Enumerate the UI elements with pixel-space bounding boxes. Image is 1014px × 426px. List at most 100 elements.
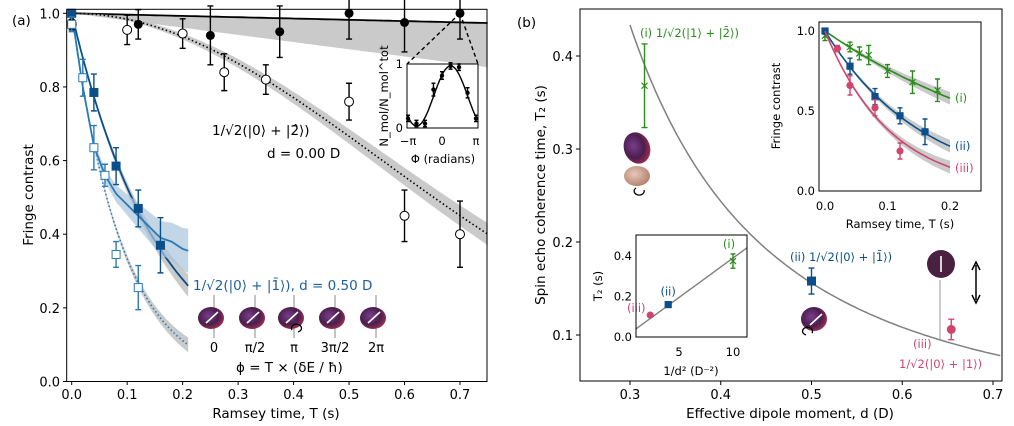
data-point-filled-circle [455, 8, 465, 18]
y-tick-label: 0.3 [552, 143, 573, 158]
molecule-icon-i-lower [624, 166, 650, 186]
inset-x-tick-label: 5 [675, 345, 682, 359]
data-point-filled-square [111, 161, 121, 171]
label-iii: (iii) [913, 337, 932, 351]
x-tick-label: 0.6 [394, 388, 415, 403]
inset-y-tick-label: 0.2 [614, 290, 632, 304]
inset-a-axes [406, 63, 479, 129]
annotation-phase-formula: ϕ = T × (δE / ħ) [236, 360, 343, 376]
inset-data-point [846, 62, 854, 70]
y-tick-label: 0.4 [39, 228, 60, 243]
x-tick-label: 0.3 [228, 388, 249, 403]
inset-point-label: (ii) [661, 285, 676, 299]
label-iii-state: 1/√2(|0⟩ + |1⟩) [899, 357, 982, 371]
inset-data-point [871, 104, 879, 112]
annotation-d0: d = 0.00 D [267, 146, 340, 162]
data-point-open-square [133, 283, 143, 293]
inset-data-point [422, 121, 428, 126]
inset-series-label: (ii) [955, 139, 970, 153]
data-point-open-square [78, 73, 88, 83]
inset-data-point [921, 128, 929, 136]
dipole-arrow-icon [326, 311, 340, 324]
data-point-filled-circle [205, 30, 215, 40]
x-tick-label: 0.7 [983, 388, 1004, 403]
data-point-open-circle [399, 210, 410, 221]
x-tick-label: 0.5 [801, 388, 822, 403]
fit-line-3 [70, 13, 189, 346]
y-tick-label: 0.4 [552, 50, 573, 65]
data-point-open-circle [122, 24, 133, 35]
inset-data-point [465, 90, 470, 96]
annotation-state-d0: 1/√2(|0⟩ + |2̂⟩) [212, 123, 310, 139]
inset-y-tick-label: 0.0 [797, 184, 815, 198]
zoom-connector [406, 12, 479, 65]
data-point-open-circle [344, 96, 355, 107]
x-tick-label: 0.6 [892, 388, 913, 403]
inset-x-tick-label: π [473, 134, 480, 148]
y-tick-label: 0.2 [39, 302, 60, 317]
inset-data-point [664, 301, 672, 309]
data-point-(ii) [807, 276, 816, 286]
y-tick-label: 1.0 [39, 7, 60, 22]
data-point-filled-square [89, 87, 99, 97]
inset-data-point [884, 67, 891, 75]
inset-x-tick-label: 10 [726, 345, 741, 359]
y-tick-label: 0.0 [39, 376, 60, 391]
inset-top-y-label: Fringe contrast [769, 62, 783, 149]
phase-label: π/2 [245, 341, 265, 356]
inset-data-point [896, 112, 904, 120]
x-tick-label: 0.3 [620, 388, 641, 403]
y-tick-label: 0.8 [39, 81, 60, 96]
fit-band-4 [71, 13, 189, 273]
x-tick-label: 0.4 [710, 388, 731, 403]
phase-label: π [290, 341, 298, 356]
data-point-filled-square [155, 240, 165, 250]
inset-data-point [846, 81, 854, 89]
inset-y-tick-label: 1 [396, 57, 403, 71]
inset-bottom-x-label: 1/d² (D⁻²) [663, 364, 718, 378]
phase-label: 3π/2 [321, 341, 350, 356]
panel-b-label: (b) [517, 15, 536, 31]
inset-data-point [414, 121, 419, 126]
rotation-arrow-icon [633, 187, 645, 196]
inset-data-point [833, 45, 842, 53]
data-point-open-square [89, 143, 99, 153]
x-tick-label: 0.4 [283, 388, 304, 403]
b-x-axis-label: Effective dipole moment, d (D) [686, 406, 894, 422]
x-tick-label: 0.1 [117, 388, 138, 403]
x-tick-label: 0.2 [172, 388, 193, 403]
inset-x-tick-label: 0.2 [941, 199, 959, 213]
fit-line-1 [71, 12, 489, 235]
inset-data-point [439, 73, 445, 78]
data-point-(i) [641, 82, 648, 90]
fit-band-3 [71, 13, 189, 353]
label-i-state: (i) 1/√2(|1⟩ + |2̄⟩) [640, 26, 739, 40]
inset-data-point [934, 86, 941, 94]
inset-y-tick-label: 1.0 [797, 24, 815, 38]
dipole-arrow-icon [809, 313, 823, 326]
data-point-filled-circle [344, 8, 354, 18]
data-point-filled-square [133, 203, 143, 213]
data-point-open-square [111, 249, 121, 259]
x-tick-label: 0.0 [61, 388, 82, 403]
inset-data-point [846, 43, 854, 51]
y-tick-label: 0.6 [39, 155, 60, 170]
inset-top-axes [818, 21, 982, 192]
data-point-open-circle [177, 28, 188, 39]
fit-line-2 [70, 13, 189, 287]
phase-label: 0 [210, 341, 218, 356]
inset-data-point [456, 65, 462, 70]
inset-fit-line [824, 30, 951, 147]
data-point-filled-circle [133, 19, 143, 29]
inset-top-bg [819, 22, 981, 191]
inset-bottom-fit [635, 247, 748, 330]
phase-label: 2π [368, 341, 384, 356]
inset-bottom-y-label: T₂ (s) [591, 271, 605, 302]
inset-a-y-label: N_mol/N_mol^tot [377, 45, 391, 147]
inset-data-point [431, 87, 436, 92]
axes-a [66, 8, 488, 383]
inset-fit-line [824, 30, 951, 168]
inset-bottom-bg [636, 235, 747, 337]
inset-y-tick-label: 0.4 [614, 249, 632, 263]
